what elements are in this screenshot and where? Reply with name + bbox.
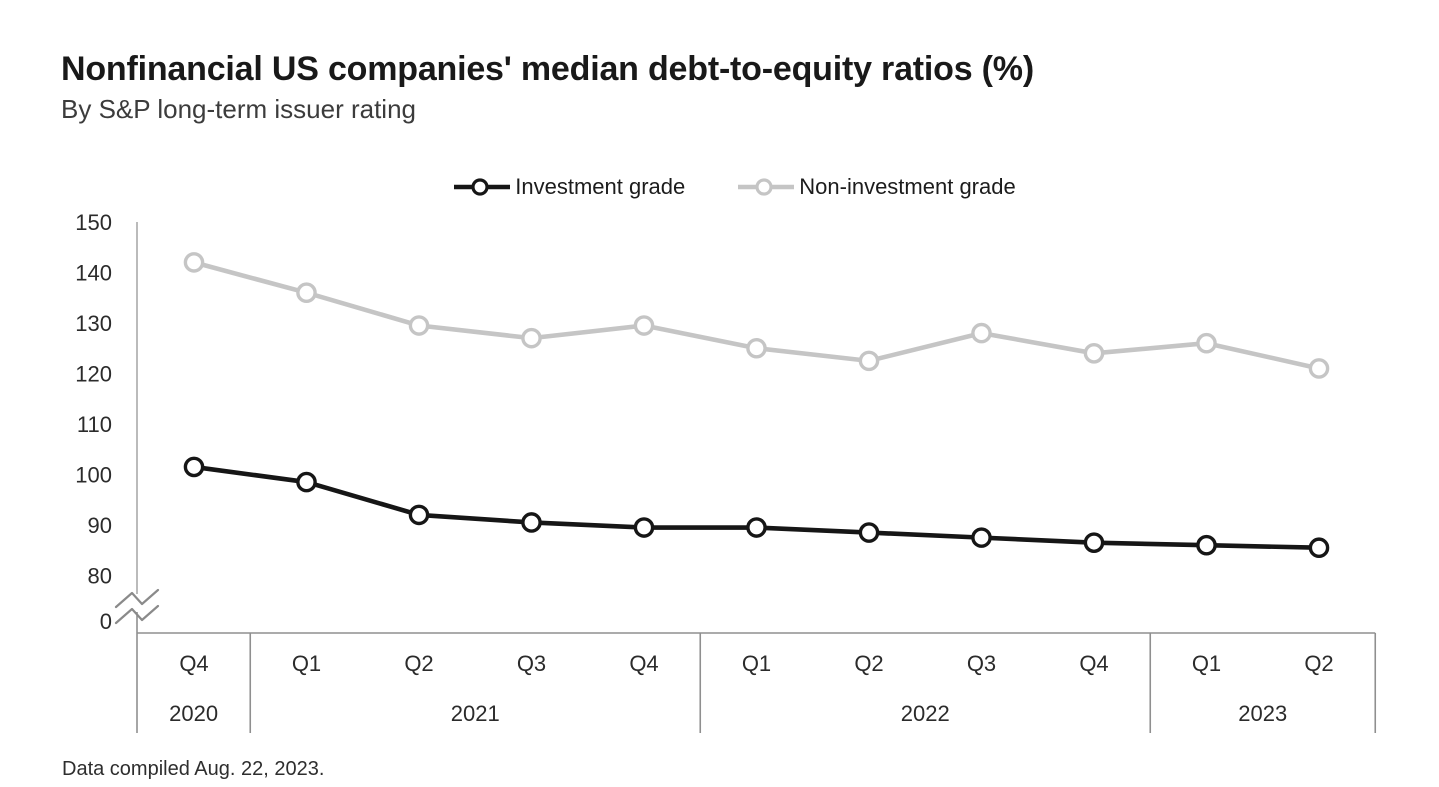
investment-grade-marker (521, 512, 542, 533)
x-quarter-label: Q2 (854, 651, 883, 676)
non-investment-grade-marker (746, 337, 767, 359)
chart-subtitle: By S&P long-term issuer rating (61, 94, 416, 124)
line-marker-icon (738, 178, 795, 196)
investment-grade-marker (971, 527, 992, 548)
non-investment-grade-marker (183, 252, 205, 273)
non-investment-grade-marker (1196, 332, 1217, 354)
legend-item-non-investment-grade: Non-investment grade (737, 174, 1016, 200)
x-quarter-label: Q1 (1192, 651, 1221, 676)
x-quarter-label: Q2 (404, 651, 433, 676)
axis-break-icon (114, 604, 160, 625)
y-tick-label: 150 (75, 210, 112, 235)
y-tick-label: 100 (75, 463, 112, 488)
chart-title: Nonfinancial US companies' median debt-t… (61, 50, 1034, 88)
investment-grade-marker (183, 456, 205, 478)
non-investment-grade-marker (296, 282, 317, 304)
y-tick-label: 140 (75, 261, 112, 286)
non-investment-grade-marker (408, 315, 430, 336)
investment-grade-marker (1308, 537, 1330, 559)
y-tick-label: 120 (75, 362, 112, 387)
x-year-label: 2022 (901, 701, 950, 726)
x-quarter-label: Q2 (1304, 651, 1333, 676)
x-quarter-label: Q1 (292, 651, 321, 676)
investment-grade-marker (858, 522, 880, 543)
y-tick-label: 0 (100, 609, 112, 634)
x-quarter-label: Q4 (179, 651, 208, 676)
investment-grade-marker (1196, 534, 1217, 556)
y-tick-label: 90 (88, 513, 112, 538)
x-quarter-label: Q4 (1079, 651, 1108, 676)
y-tick-label: 110 (77, 412, 112, 437)
axis-break-icon (114, 588, 160, 609)
non-investment-grade-marker (633, 315, 655, 336)
x-quarter-label: Q3 (967, 651, 996, 676)
investment-grade-marker (746, 517, 767, 538)
x-year-label: 2023 (1238, 701, 1287, 726)
non-investment-grade-marker (1308, 358, 1330, 379)
chart-footnote: Data compiled Aug. 22, 2023. (62, 758, 325, 780)
chart-legend: Investment grade Non-investment grade (0, 174, 1439, 200)
y-tick-label: 80 (88, 564, 112, 589)
investment-grade-marker (408, 504, 430, 526)
investment-grade-marker (633, 517, 655, 538)
non-investment-grade-marker (858, 350, 880, 372)
non-investment-grade-marker (971, 322, 992, 344)
x-quarter-label: Q3 (517, 651, 546, 676)
legend-label-investment-grade: Investment grade (515, 174, 686, 199)
line-marker-icon (454, 178, 511, 196)
x-year-label: 2021 (451, 701, 500, 726)
legend-label-non-investment-grade: Non-investment grade (799, 174, 1016, 199)
non-investment-grade-marker (521, 327, 542, 349)
non-investment-grade-marker (1083, 342, 1105, 364)
investment-grade-marker (1083, 532, 1105, 553)
x-quarter-label: Q1 (742, 651, 771, 676)
legend-item-investment-grade: Investment grade (453, 174, 685, 200)
x-quarter-label: Q4 (629, 651, 658, 676)
x-year-label: 2020 (169, 701, 218, 726)
y-tick-label: 130 (75, 311, 112, 336)
investment-grade-marker (296, 471, 317, 493)
